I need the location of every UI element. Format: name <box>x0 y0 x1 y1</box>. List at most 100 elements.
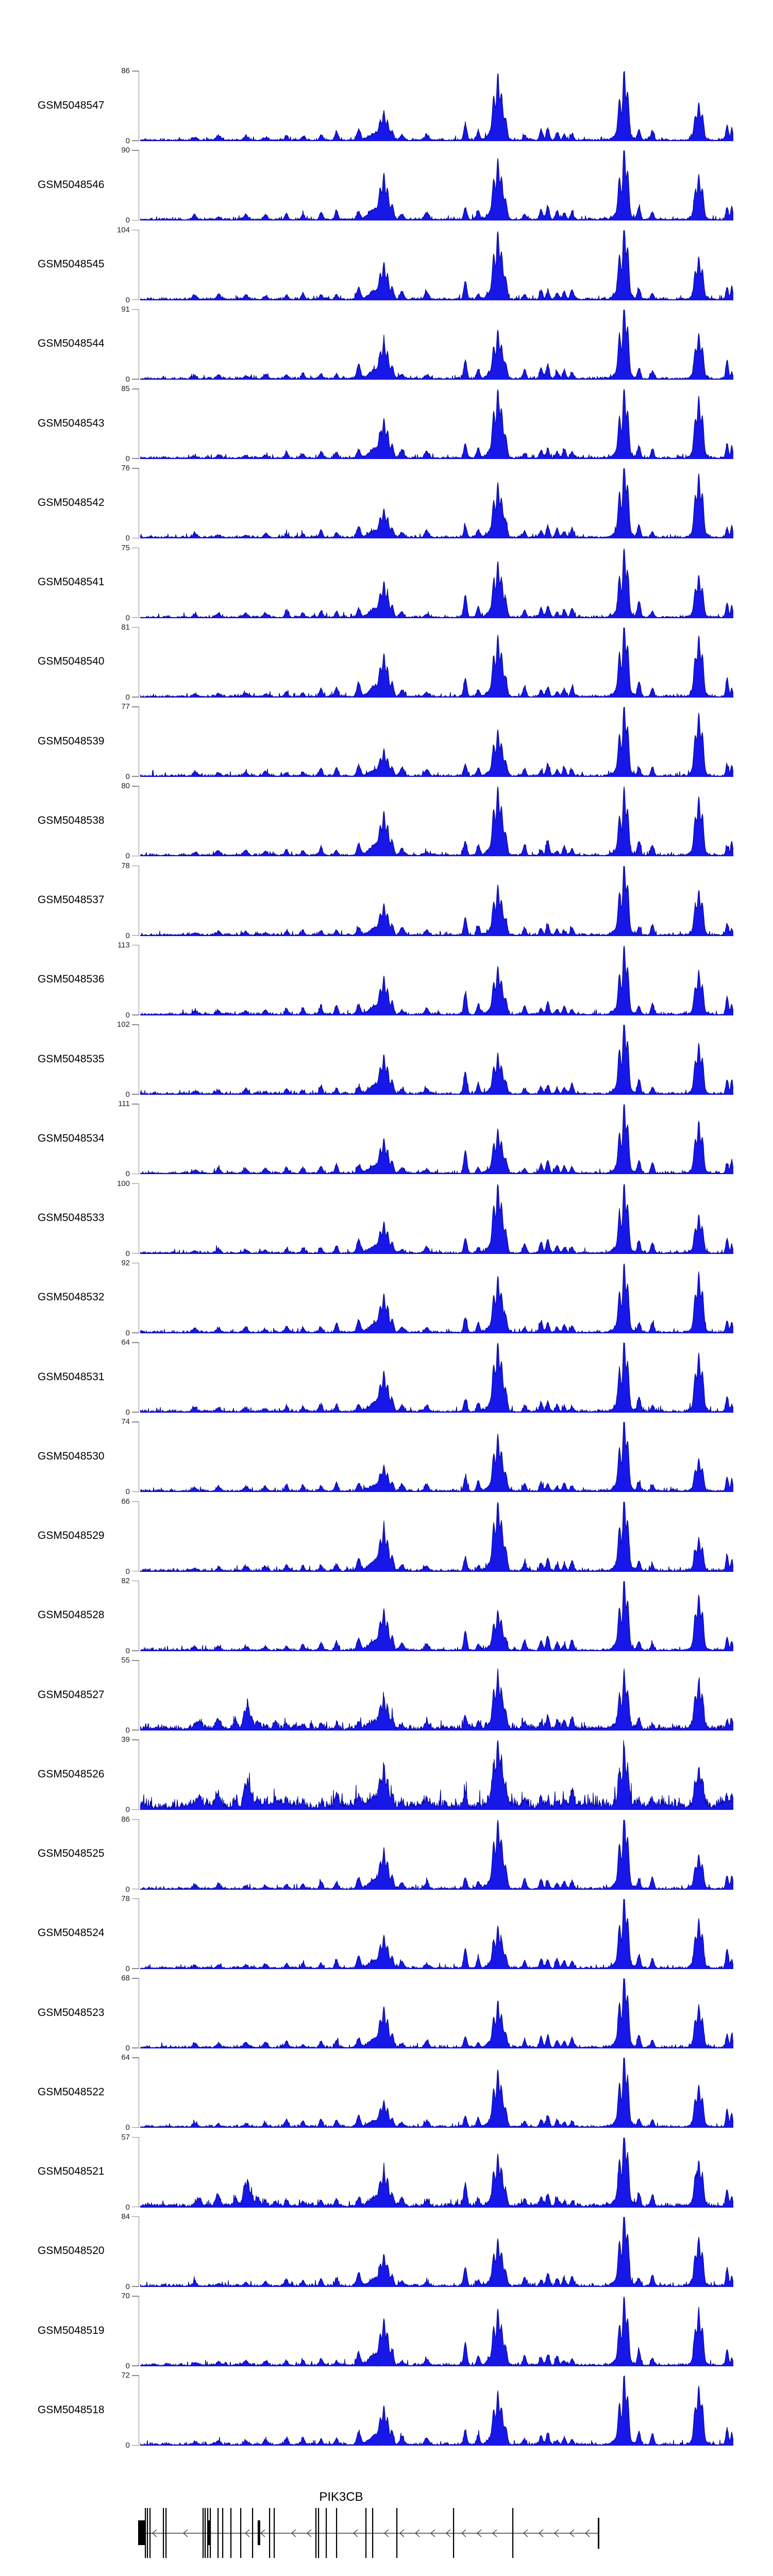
track-y-axis-line <box>138 1660 140 1731</box>
coverage-area <box>140 1104 733 1175</box>
strand-direction-arrow-icon <box>183 2529 188 2537</box>
coverage-signal <box>140 1422 733 1493</box>
coverage-area <box>140 1668 733 1731</box>
coverage-area <box>140 1978 733 2048</box>
track-row: GSM5048544 91 0 <box>0 306 773 388</box>
coverage-area <box>140 2058 733 2128</box>
coverage-outline <box>140 866 733 936</box>
track-y-axis-top-tick <box>132 150 139 151</box>
track-y-axis-line <box>138 1898 140 1969</box>
track-ymax-label: 92 <box>121 1258 130 1267</box>
track-sample-label: GSM5048534 <box>38 1132 105 1144</box>
track-y-axis-bottom-tick <box>132 1014 139 1015</box>
track-ymax-label: 39 <box>121 1735 130 1744</box>
track-row: GSM5048529 66 0 <box>0 1497 773 1581</box>
track-ymax-label: 102 <box>116 1020 130 1029</box>
coverage-outline <box>140 707 733 777</box>
track-sample-label: GSM5048541 <box>38 576 105 588</box>
gene-exon <box>217 2508 219 2558</box>
track-ymax-label: 64 <box>121 1338 130 1347</box>
coverage-signal <box>140 2296 733 2366</box>
strand-direction-arrow-icon <box>152 2529 157 2537</box>
track-y-axis-bottom-tick <box>132 617 139 618</box>
track-sample-label: GSM5048531 <box>38 1370 105 1383</box>
track-y-axis-bottom-tick <box>132 1730 139 1731</box>
coverage-outline <box>140 786 733 857</box>
strand-direction-arrow-icon <box>585 2529 590 2537</box>
track-y-axis-top-tick <box>132 1660 139 1661</box>
track-y-axis-line <box>138 1580 140 1651</box>
track-y-axis-bottom-tick <box>132 2206 139 2208</box>
track-row: GSM5048520 84 0 <box>0 2213 773 2296</box>
strand-direction-arrow-icon <box>569 2529 575 2537</box>
track-ymax-label: 66 <box>121 1497 130 1506</box>
coverage-outline <box>140 2296 733 2366</box>
track-row: GSM5048543 85 0 <box>0 385 773 468</box>
track-ybase-label: 0 <box>125 1408 130 1417</box>
track-ybase-label: 0 <box>125 2362 130 2370</box>
track-y-axis-top-tick <box>132 706 139 707</box>
coverage-area <box>140 468 733 539</box>
strand-direction-arrow-icon <box>399 2529 405 2537</box>
track-y-axis-line <box>138 1978 140 2048</box>
coverage-signal <box>140 71 733 141</box>
gene-exon <box>326 2508 327 2558</box>
track-sample-label: GSM5048523 <box>38 2006 105 2019</box>
gene-name-label: PIK3CB <box>319 2490 363 2504</box>
track-y-axis-top-tick <box>132 2375 139 2376</box>
gene-cds-exon <box>138 2520 145 2545</box>
track-ybase-label: 0 <box>125 1487 130 1497</box>
coverage-outline <box>140 388 733 459</box>
coverage-area <box>140 310 733 380</box>
strand-direction-arrow-icon <box>353 2529 358 2537</box>
track-y-axis-bottom-tick <box>132 379 139 380</box>
track-y-axis-bottom-tick <box>132 2445 139 2446</box>
track-sample-label: GSM5048545 <box>38 258 105 270</box>
track-y-axis-bottom-tick <box>132 697 139 698</box>
gene-exon <box>203 2508 204 2558</box>
coverage-outline <box>140 71 733 141</box>
track-row: GSM5048531 64 0 <box>0 1338 773 1421</box>
track-row: GSM5048537 78 0 <box>0 862 773 945</box>
track-row: GSM5048546 90 0 <box>0 146 773 229</box>
strand-direction-arrow-icon <box>523 2529 528 2537</box>
track-y-axis-top-tick <box>132 1501 139 1502</box>
track-y-axis-line <box>138 1342 140 1413</box>
track-ybase-label: 0 <box>125 1964 130 1973</box>
track-ymax-label: 78 <box>121 1894 130 1903</box>
coverage-signal <box>140 548 733 618</box>
track-y-axis-top-tick <box>132 2296 139 2297</box>
coverage-signal <box>140 2216 733 2287</box>
track-y-axis-top-tick <box>132 1819 139 1820</box>
gene-exon <box>163 2508 164 2558</box>
track-ymax-label: 80 <box>121 782 130 791</box>
track-ybase-label: 0 <box>125 613 130 622</box>
gene-cds-exon <box>207 2520 210 2545</box>
track-ybase-label: 0 <box>125 1010 130 1020</box>
coverage-signal <box>140 866 733 936</box>
track-y-axis-top-tick <box>132 309 139 310</box>
strand-direction-arrow-icon <box>245 2529 250 2537</box>
track-sample-label: GSM5048529 <box>38 1530 105 1541</box>
track-y-axis-bottom-tick <box>132 2286 139 2287</box>
track-ymax-label: 86 <box>121 1815 130 1824</box>
track-sample-label: GSM5048544 <box>38 337 105 350</box>
coverage-signal <box>140 1025 733 1095</box>
strand-direction-arrow-icon <box>430 2529 435 2537</box>
track-y-axis-line <box>138 2137 140 2208</box>
track-ybase-label: 0 <box>125 692 130 702</box>
track-ybase-label: 0 <box>125 1567 130 1576</box>
track-y-axis-line <box>138 547 140 618</box>
track-row: GSM5048547 86 0 <box>0 67 773 150</box>
coverage-outline <box>140 230 733 300</box>
coverage-signal <box>140 627 733 698</box>
track-row: GSM5048528 82 0 <box>0 1577 773 1660</box>
track-y-axis-bottom-tick <box>132 219 139 221</box>
track-row: GSM5048532 92 0 <box>0 1259 773 1342</box>
gene-exon <box>453 2508 455 2558</box>
track-ybase-label: 0 <box>125 2044 130 2053</box>
coverage-signal <box>140 1899 733 1969</box>
coverage-outline <box>140 150 733 221</box>
gene-exon <box>318 2508 320 2558</box>
